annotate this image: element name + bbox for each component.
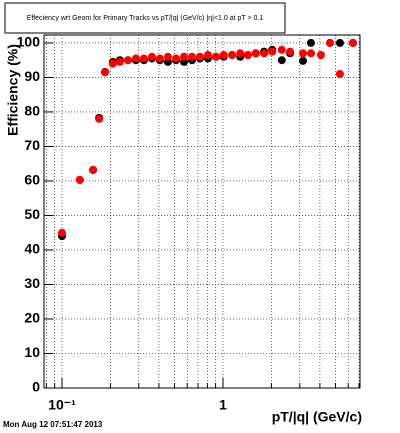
data-point <box>211 52 220 61</box>
data-point <box>306 49 315 58</box>
data-point <box>316 51 325 60</box>
y-tick-label: 70 <box>24 137 40 153</box>
data-point <box>196 52 205 61</box>
data-point <box>108 59 117 68</box>
data-point <box>268 47 277 56</box>
y-tick-label: 90 <box>24 68 40 84</box>
data-point <box>335 69 344 78</box>
data-point <box>139 54 148 63</box>
data-point <box>163 52 172 61</box>
y-tick-label: 60 <box>24 172 40 188</box>
y-tick-label: 80 <box>24 103 40 119</box>
data-point <box>155 54 164 63</box>
x-tick-label: 10⁻¹ <box>48 397 76 413</box>
data-point <box>101 68 110 77</box>
y-tick-label: 50 <box>24 206 40 222</box>
data-point <box>325 38 334 47</box>
data-point <box>115 57 124 66</box>
data-point <box>180 52 189 61</box>
data-point <box>187 52 196 61</box>
data-point <box>95 114 104 123</box>
data-point <box>228 51 237 60</box>
data-point <box>348 38 357 47</box>
y-tick-label: 100 <box>17 34 41 50</box>
data-point <box>123 56 132 65</box>
data-point <box>335 38 344 47</box>
y-tick-label: 10 <box>24 344 40 360</box>
timestamp: Mon Aug 12 07:51:47 2013 <box>3 420 103 429</box>
y-tick-label: 20 <box>24 310 40 326</box>
data-point <box>131 54 140 63</box>
data-point <box>251 49 260 58</box>
data-point <box>243 51 252 60</box>
data-point <box>306 38 315 47</box>
data-point <box>147 52 156 61</box>
plot-frame <box>43 34 361 389</box>
chart-title: Effeciency wrt Geom for Primary Tracks v… <box>27 15 264 22</box>
data-point <box>203 51 212 60</box>
x-tick-label: 1 <box>219 397 227 413</box>
data-point <box>75 175 84 184</box>
data-point <box>260 49 269 58</box>
data-point <box>89 165 98 174</box>
y-axis-label: Efficiency (%) <box>5 44 21 136</box>
y-tick-label: 40 <box>24 241 40 257</box>
data-point <box>277 56 286 65</box>
data-point <box>219 51 228 60</box>
data-point <box>286 47 295 56</box>
title-box <box>4 2 286 34</box>
data-point <box>298 49 307 58</box>
data-point <box>298 56 307 65</box>
y-tick-label: 30 <box>24 275 40 291</box>
data-point <box>57 228 66 237</box>
data-point <box>172 54 181 63</box>
y-tick-label: 0 <box>32 379 40 395</box>
data-point <box>236 49 245 58</box>
x-axis-label: pT/|q| (GeV/c) <box>272 409 362 425</box>
data-point <box>277 45 286 54</box>
